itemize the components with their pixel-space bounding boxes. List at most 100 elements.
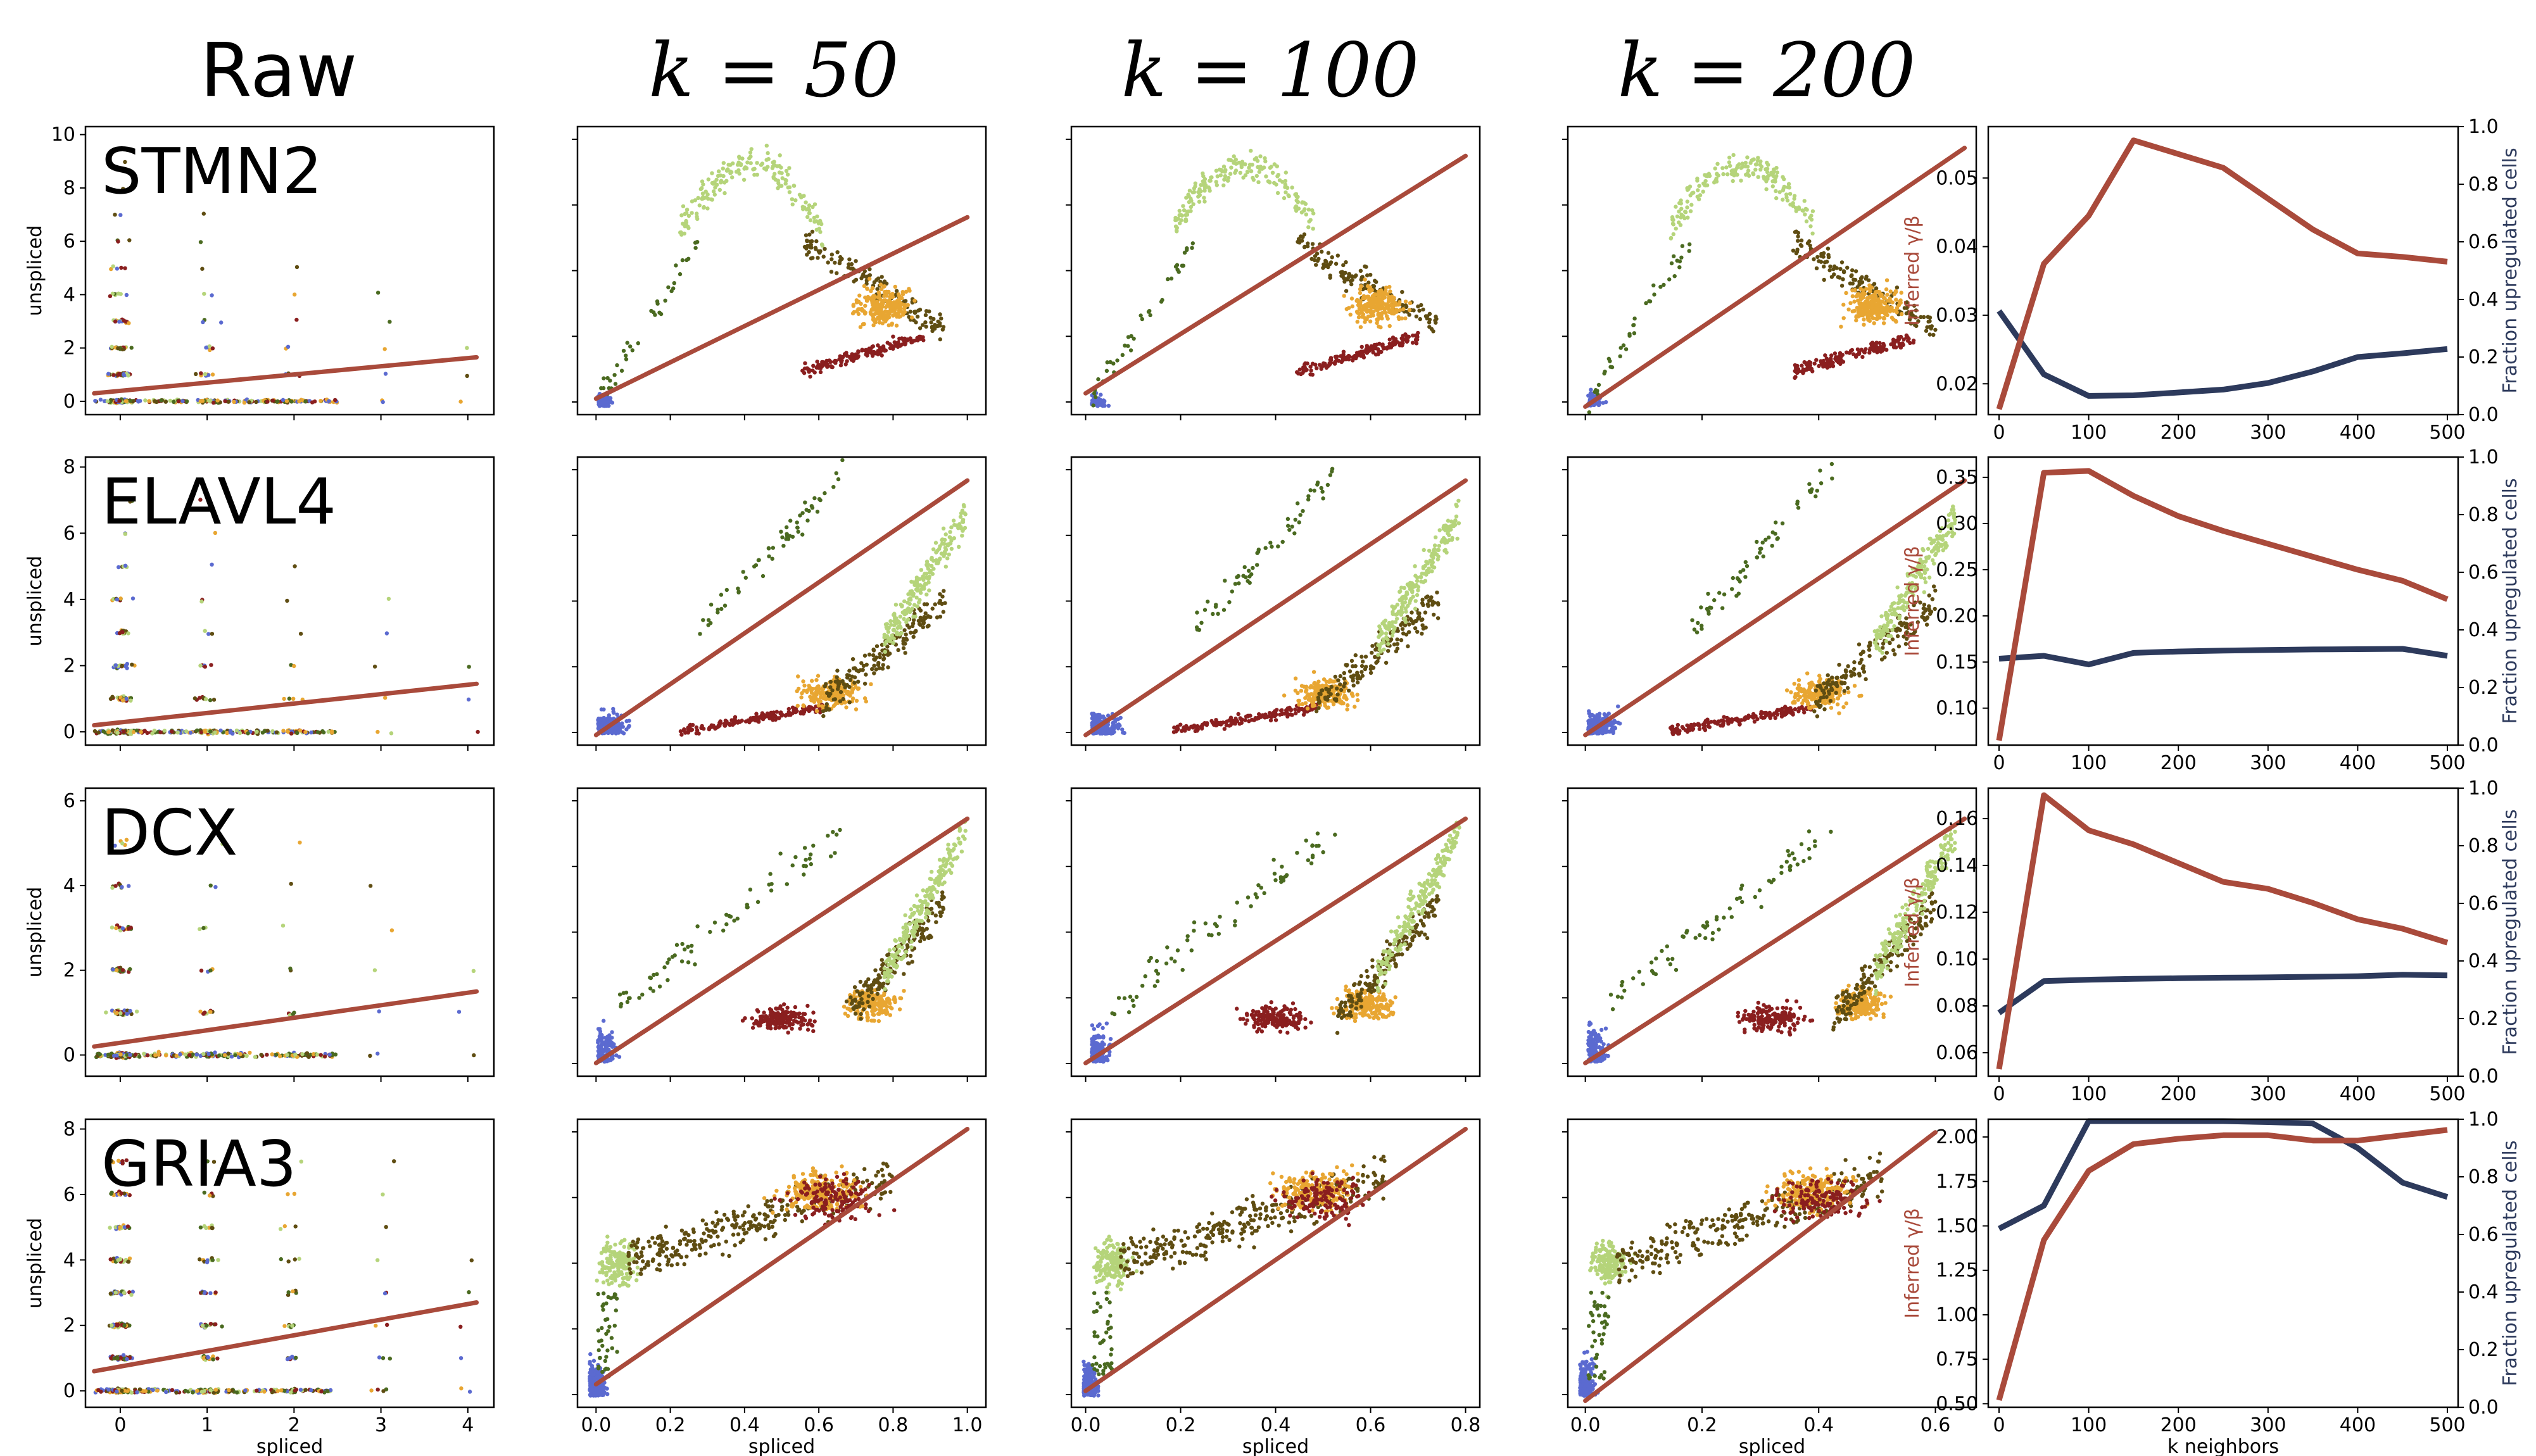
scatter-point [1358, 268, 1363, 273]
scatter-point [255, 729, 259, 734]
column-title-k50: k = 50 [648, 27, 899, 114]
scatter-point [745, 160, 750, 165]
scatter-point [752, 166, 757, 171]
scatter-point [109, 267, 113, 272]
scatter-point [880, 321, 885, 325]
scatter-point [921, 338, 926, 342]
scatter-point [1313, 696, 1317, 701]
scatter-point [1345, 707, 1349, 712]
scatter-point [1346, 703, 1350, 708]
scatter-point [599, 401, 603, 406]
scatter-point [1293, 206, 1297, 210]
scatter-point [1810, 209, 1815, 213]
scatter-point [812, 496, 817, 501]
scatter-point [1774, 196, 1779, 201]
scatter-point [941, 610, 946, 614]
scatter-point [679, 732, 684, 737]
scatter-point [706, 177, 711, 182]
scatter-point [802, 367, 807, 371]
scatter-point [1372, 342, 1377, 348]
scatter-point [805, 215, 810, 219]
scatter-point [1354, 354, 1359, 358]
scatter-point [1833, 351, 1838, 356]
scatter-point [796, 674, 800, 679]
scatter-point [1703, 179, 1708, 184]
scatter-point [814, 678, 819, 682]
scatter-point [830, 365, 835, 370]
scatter-point [883, 304, 888, 310]
scatter-point [1214, 168, 1219, 173]
scatter-point [101, 729, 106, 734]
scatter-point [1853, 287, 1857, 292]
scatter-point [1689, 203, 1694, 207]
scatter-point [1347, 306, 1351, 310]
scatter-point [1384, 660, 1389, 665]
scatter-point [864, 672, 868, 677]
scatter-point [281, 398, 286, 402]
scatter-point [234, 728, 239, 733]
scatter-point [1338, 674, 1342, 679]
scatter-point [1171, 730, 1177, 734]
scatter-point [728, 169, 733, 174]
scatter-point [784, 537, 788, 541]
scatter-point [1359, 663, 1365, 668]
scatter-point [1698, 193, 1703, 198]
scatter-point [1368, 319, 1373, 323]
scatter-point [163, 399, 168, 404]
scatter-point [1667, 277, 1672, 282]
scatter-point [1395, 637, 1399, 642]
scatter-point [601, 386, 606, 391]
x-tick-label: 300 [2250, 422, 2286, 444]
scatter-point [878, 652, 882, 656]
scatter-point [961, 518, 966, 522]
scatter-point [1348, 312, 1353, 317]
scatter-point [921, 620, 926, 625]
scatter-point [1148, 313, 1152, 318]
scatter-point [856, 307, 861, 311]
scatter-point [604, 396, 609, 400]
scatter-point [111, 264, 115, 268]
scatter-point [184, 729, 189, 734]
scatter-point [833, 361, 838, 365]
scatter-point [933, 602, 938, 606]
scatter-point [1861, 296, 1865, 300]
scatter-point [1367, 298, 1372, 302]
scatter-point [129, 346, 134, 350]
scatter-point [779, 165, 783, 170]
scatter-point [710, 198, 714, 202]
scatter-point [1672, 274, 1677, 279]
scatter-point [1677, 220, 1681, 225]
scatter-point [1854, 314, 1858, 318]
scatter-point [612, 710, 616, 715]
scatter-point [1215, 174, 1220, 179]
scatter-point [814, 219, 819, 223]
scatter-point [1864, 274, 1869, 279]
scatter-point [291, 696, 296, 701]
scatter-point [1221, 183, 1226, 187]
scatter-point [1297, 520, 1301, 525]
scatter-point [1351, 694, 1355, 698]
scatter-point [902, 612, 907, 617]
scatter-point [851, 304, 856, 308]
scatter-point [265, 729, 270, 733]
scatter-point [1911, 338, 1916, 343]
scatter-point [809, 691, 814, 695]
scatter-point [886, 323, 891, 328]
scatter-point [716, 169, 721, 173]
scatter-point [1350, 304, 1354, 309]
scatter-point [714, 177, 719, 182]
scatter-point [203, 729, 208, 734]
scatter-point [1316, 697, 1321, 702]
scatter-point [1864, 287, 1869, 291]
scatter-point [172, 399, 176, 404]
scatter-point [1308, 685, 1313, 690]
scatter-point [1850, 273, 1854, 277]
scatter-point [780, 176, 785, 180]
scatter-point [1885, 292, 1889, 297]
scatter-point [895, 630, 899, 634]
scatter-point [683, 211, 687, 217]
scatter-point [1128, 348, 1133, 353]
scatter-point [891, 346, 895, 351]
scatter-point [1268, 541, 1273, 545]
scatter-point [122, 373, 126, 377]
